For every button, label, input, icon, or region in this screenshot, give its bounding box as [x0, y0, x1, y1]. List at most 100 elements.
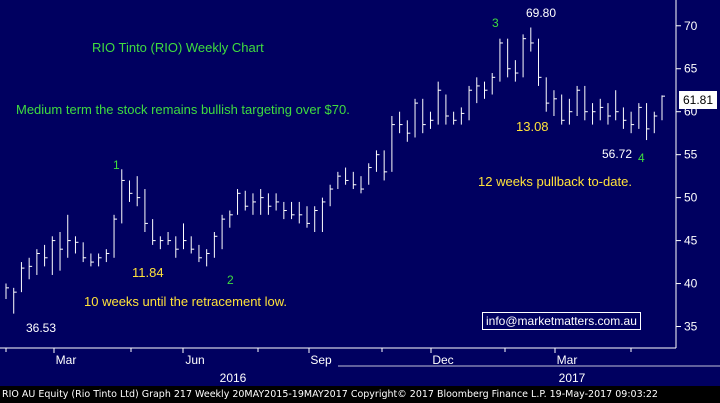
ohlc-bar	[607, 103, 611, 125]
ohlc-bar	[267, 193, 272, 215]
ohlc-bar	[499, 38, 503, 82]
ohlc-bar	[507, 38, 511, 78]
axis-panel-bottom	[0, 348, 720, 386]
ohlc-bar	[144, 189, 148, 232]
y-tick-label: 45	[684, 234, 698, 248]
ohlc-bar	[283, 201, 287, 220]
ohlc-bar	[20, 262, 25, 293]
ohlc-bar	[422, 98, 426, 134]
ohlc-bar	[206, 249, 210, 267]
footer-bar: RIO AU Equity (Rio Tinto Ltd) Graph 217 …	[0, 386, 720, 403]
ohlc-bar	[368, 163, 372, 185]
ohlc-bar	[51, 236, 56, 275]
ohlc-bar	[221, 214, 226, 250]
y-tick-label: 40	[684, 277, 698, 291]
x-tick-label: Dec	[432, 353, 453, 367]
ohlc-bar	[82, 242, 87, 263]
wave-label-3: 3	[492, 16, 499, 30]
ohlc-bar	[337, 171, 341, 190]
ohlc-bar	[252, 193, 256, 215]
ohlc-bar	[653, 111, 658, 134]
ohlc-bar	[90, 253, 94, 267]
ohlc-bar	[128, 180, 133, 202]
ohlc-bar	[391, 116, 395, 172]
x-tick-label: Sep	[310, 353, 332, 367]
chart-title: RIO Tinto (RIO) Weekly Chart	[92, 40, 264, 55]
ohlc-bar	[352, 171, 357, 190]
y-tick-label: 35	[684, 320, 698, 334]
ohlc-bar	[175, 236, 179, 258]
ohlc-bar	[414, 98, 419, 138]
commentary-text: Medium term the stock remains bullish ta…	[16, 102, 350, 117]
ohlc-bar	[437, 81, 442, 125]
ohlc-bar	[345, 167, 349, 185]
ohlc-bar	[183, 223, 187, 250]
pullback-note: 12 weeks pullback to-date.	[478, 174, 632, 189]
ohlc-bar	[375, 150, 380, 172]
ohlc-bar	[453, 111, 457, 125]
year-label: 2016	[220, 371, 247, 385]
ohlc-bar	[244, 190, 249, 211]
ohlc-bar	[514, 60, 519, 82]
ohlc-bar	[98, 253, 102, 267]
ohlc-bar	[275, 193, 280, 211]
ohlc-bar	[483, 81, 488, 99]
ohlc-bar	[159, 236, 164, 250]
ohlc-bar	[213, 232, 218, 258]
ohlc-bar	[491, 73, 496, 95]
ohlc-bar	[615, 90, 619, 121]
ohlc-bar	[429, 111, 434, 129]
ohlc-bar	[121, 169, 125, 224]
y-tick-label: 55	[684, 148, 698, 162]
ohlc-bar	[406, 120, 411, 142]
axis-panel-right	[676, 0, 720, 348]
ohlc-bar	[291, 201, 295, 220]
ohlc-bar	[298, 201, 303, 224]
ohlc-bar	[584, 85, 588, 121]
ohlc-bar	[545, 77, 550, 112]
ohlc-bar	[321, 197, 326, 232]
ohlc-bar	[630, 111, 635, 134]
ohlc-bar	[306, 206, 310, 228]
ohlc-bar	[530, 27, 534, 52]
ohlc-bar	[113, 214, 118, 258]
high-price-label: 69.80	[526, 6, 557, 20]
ohlc-bar	[198, 244, 202, 263]
ohlc-bar	[568, 98, 573, 125]
ohlc-bar	[622, 107, 627, 129]
ohlc-bar	[28, 257, 33, 280]
ohlc-bar	[599, 98, 604, 121]
contact-email[interactable]: info@marketmatters.com.au	[482, 312, 641, 330]
y-tick-label: 50	[684, 191, 698, 205]
ohlc-bar	[13, 287, 17, 314]
ohlc-bar	[152, 219, 156, 245]
recent-low-label: 56.72	[602, 147, 633, 161]
ohlc-bar	[553, 90, 557, 116]
ohlc-bar	[445, 94, 449, 125]
x-tick-label: Mar	[557, 353, 578, 367]
ohlc-bar	[661, 95, 665, 121]
ohlc-bar	[136, 176, 141, 207]
ohlc-bar	[44, 244, 48, 267]
ohlc-bar	[190, 236, 195, 254]
ohlc-bar	[460, 107, 465, 125]
retrace-note: 10 weeks until the retracement low.	[84, 294, 288, 309]
x-tick-label: Mar	[56, 353, 77, 367]
ohlc-bar	[105, 249, 110, 263]
ohlc-bar	[522, 34, 527, 78]
ohlc-bar	[360, 176, 365, 194]
ohlc-bar	[399, 111, 403, 134]
ohlc-bar	[468, 85, 473, 121]
x-tick-label: Jun	[185, 353, 204, 367]
ohlc-bar	[383, 150, 388, 181]
ohlc-bar	[476, 77, 480, 104]
ohlc-bar	[592, 103, 596, 125]
last-price-tag: 61.81	[679, 91, 717, 109]
retrace-low-label: 11.84	[132, 265, 164, 280]
ohlc-bar	[561, 94, 565, 125]
ohlc-bar	[646, 103, 650, 141]
ohlc-bar	[229, 210, 233, 228]
ohlc-bar	[329, 184, 334, 207]
ohlc-bar	[638, 103, 642, 129]
